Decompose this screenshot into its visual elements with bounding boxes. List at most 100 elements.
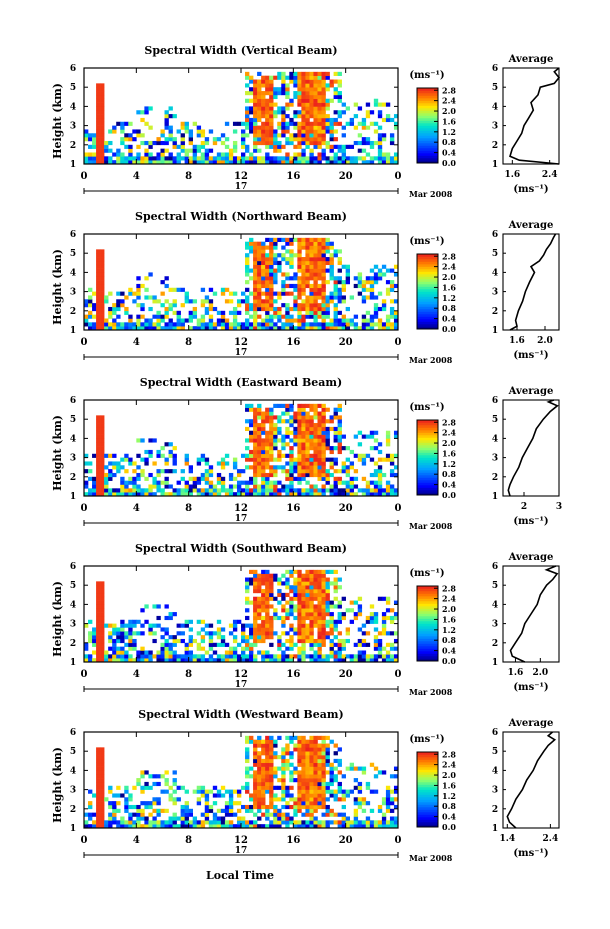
heatmap-cell (116, 148, 121, 153)
heatmap-cell (168, 793, 173, 798)
heatmap-cell (144, 820, 149, 825)
heatmap-cell (377, 102, 383, 107)
heatmap-cell (297, 608, 302, 613)
heatmap-cell (317, 638, 322, 644)
time-tick-label: 12 (234, 171, 248, 182)
heatmap-cell (333, 484, 338, 489)
heatmap-cell (269, 812, 274, 817)
heatmap-cell (228, 488, 234, 493)
heatmap-cell (297, 291, 302, 296)
heatmap-cell (277, 253, 282, 258)
heatmap-cell (389, 646, 395, 651)
heatmap-cell (88, 461, 93, 466)
heatmap-cell (269, 129, 274, 134)
heatmap-cell (297, 121, 302, 126)
heatmap-cell (100, 762, 105, 767)
heatmap-cell (172, 137, 177, 142)
heatmap-cell (285, 793, 290, 798)
heatmap-cell (208, 156, 214, 161)
heatmap-cell (88, 492, 93, 497)
heatmap-cell (257, 245, 262, 250)
heatmap-cell (301, 318, 306, 323)
heatmap-cell (132, 824, 137, 829)
heatmap-cell (128, 627, 133, 632)
profile-line (509, 233, 557, 331)
heatmap-cell (289, 623, 294, 628)
heatmap-cell (377, 770, 383, 775)
heatmap-cell (208, 480, 214, 485)
heatmap-cell (208, 303, 214, 308)
heatmap-cell (297, 419, 302, 424)
heatmap-cell (293, 654, 298, 659)
heatmap-cell (301, 781, 306, 787)
heatmap-cell (152, 816, 157, 821)
heatmap-cell (180, 326, 185, 331)
heatmap-cell (253, 755, 258, 760)
date-label: Mar 2008 (409, 355, 453, 365)
heatmap-cell (220, 808, 226, 813)
heatmap-cell (120, 291, 125, 296)
colorbar-swatch (417, 150, 438, 154)
heatmap-cell (301, 423, 306, 428)
heatmap-cell (116, 650, 121, 655)
heatmap-cell (361, 434, 367, 439)
heatmap-cell (293, 318, 298, 323)
heatmap-cell (333, 291, 338, 296)
heatmap-cell (321, 430, 326, 435)
heatmap-cell (265, 789, 270, 794)
heatmap-cell (172, 797, 177, 802)
heatmap-cell (297, 160, 302, 165)
heatmap-cell (305, 98, 310, 103)
heatmap-cell (277, 480, 282, 485)
colorbar-swatch (417, 304, 438, 307)
heatmap-cell (104, 654, 109, 659)
heatmap-cell (232, 484, 238, 489)
heatmap-cell (265, 156, 270, 161)
heatmap-cell (265, 758, 270, 764)
heatmap-cell (241, 480, 246, 485)
heatmap-cell (317, 778, 322, 783)
heatmap-cell (96, 453, 101, 458)
heatmap-cell (245, 480, 250, 485)
heatmap-cell (393, 646, 399, 651)
heatmap-cell (88, 812, 93, 817)
heatmap-cell (369, 492, 375, 497)
heatmap-cell (297, 658, 302, 663)
heatmap-cell (377, 638, 383, 644)
heatmap-cell (301, 121, 306, 126)
heatmap-cell (208, 808, 214, 813)
heatmap-cell (313, 623, 318, 628)
heatmap-cell (120, 820, 125, 825)
heatmap-cell (385, 318, 391, 323)
heatmap-cell (269, 137, 274, 142)
heatmap-cell (253, 804, 258, 810)
heatmap-cell (305, 253, 310, 258)
heatmap-cell (313, 280, 318, 285)
heatmap-cell (301, 627, 306, 632)
heatmap-cell (309, 453, 314, 458)
colorbar-swatch (417, 817, 438, 820)
heatmap-cell (269, 824, 274, 829)
heatmap-cell (269, 449, 274, 455)
heatmap-cell (257, 257, 262, 262)
heatmap-cell (365, 824, 371, 829)
heatmap-cell (277, 426, 282, 432)
heatmap-cell (273, 631, 278, 636)
day-label: 17 (235, 182, 248, 192)
heatmap-cell (188, 824, 193, 829)
heatmap-cell (257, 125, 262, 130)
heatmap-cell (281, 778, 286, 783)
heatmap-cell (309, 303, 314, 308)
heatmap-cell (309, 758, 314, 764)
colorbar-tick-label: 0.8 (442, 303, 456, 313)
heatmap-cell (317, 129, 322, 134)
heatmap-cell (132, 492, 137, 497)
heatmap-cell (164, 646, 169, 651)
heatmap-cell (373, 129, 379, 134)
heatmap-cell (265, 778, 270, 783)
heatmap-cell (281, 453, 286, 458)
heatmap-cell (385, 114, 391, 119)
heatmap-cell (136, 472, 141, 478)
heatmap-cell (253, 589, 258, 594)
heatmap-cell (160, 654, 165, 659)
